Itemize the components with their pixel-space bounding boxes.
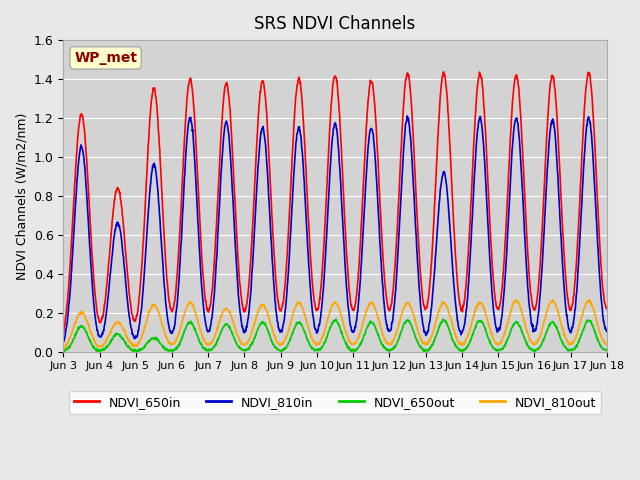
NDVI_650in <box>60 330 67 336</box>
Line: NDVI_650in: NDVI_650in <box>63 72 640 333</box>
NDVI_810out <box>70 323 78 328</box>
Line: NDVI_810in: NDVI_810in <box>63 116 640 343</box>
NDVI_810out <box>163 336 171 342</box>
NDVI_810in <box>639 338 640 344</box>
NDVI_810out <box>60 346 68 352</box>
NDVI_650out <box>602 348 610 353</box>
NDVI_810in <box>356 283 364 288</box>
NDVI_810out <box>356 330 364 336</box>
NDVI_650in <box>440 69 447 75</box>
NDVI_650out <box>134 348 141 354</box>
Line: NDVI_810out: NDVI_810out <box>63 298 640 349</box>
NDVI_810in <box>70 224 78 230</box>
NDVI_810in <box>602 326 609 332</box>
NDVI_650out <box>163 347 171 352</box>
Legend: NDVI_650in, NDVI_810in, NDVI_650out, NDVI_810out: NDVI_650in, NDVI_810in, NDVI_650out, NDV… <box>68 391 601 414</box>
NDVI_650out <box>322 337 330 343</box>
NDVI_650in <box>321 214 329 219</box>
NDVI_810in <box>621 113 629 119</box>
NDVI_650in <box>639 328 640 334</box>
NDVI_810out <box>60 346 67 351</box>
NDVI_810in <box>459 327 467 333</box>
Line: NDVI_650out: NDVI_650out <box>63 319 640 351</box>
NDVI_650out <box>60 348 67 354</box>
Title: SRS NDVI Channels: SRS NDVI Channels <box>254 15 415 33</box>
NDVI_650out <box>460 348 467 354</box>
NDVI_810out <box>621 295 629 300</box>
NDVI_810out <box>322 324 330 330</box>
Text: WP_met: WP_met <box>74 51 137 65</box>
NDVI_650out <box>70 335 78 341</box>
NDVI_810out <box>460 340 467 346</box>
NDVI_650in <box>356 249 364 255</box>
NDVI_810in <box>321 252 329 258</box>
NDVI_650out <box>439 316 447 322</box>
NDVI_650out <box>356 342 364 348</box>
NDVI_650in <box>460 304 467 310</box>
NDVI_650in <box>602 305 610 311</box>
NDVI_810in <box>60 340 67 346</box>
NDVI_810out <box>602 341 610 347</box>
NDVI_650in <box>163 277 171 283</box>
NDVI_650in <box>70 192 78 198</box>
NDVI_810in <box>163 312 171 317</box>
NDVI_810out <box>639 346 640 351</box>
NDVI_650out <box>639 348 640 353</box>
Y-axis label: NDVI Channels (W/m2/nm): NDVI Channels (W/m2/nm) <box>15 112 28 279</box>
